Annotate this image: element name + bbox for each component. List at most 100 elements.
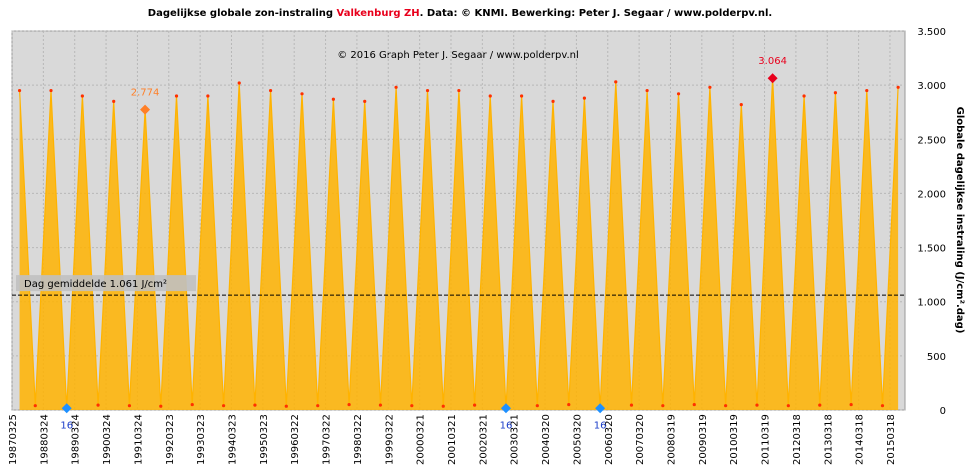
annotation-label: 3.064 [758,56,787,67]
annotation-marker [500,403,511,414]
x-tick-label: 19920323 [165,414,176,465]
y-tick-label: 500 [927,352,946,363]
data-point [629,403,634,407]
data-point [363,99,367,103]
x-tick-label: 20120318 [792,414,803,465]
y-tick-label: 2.000 [917,189,946,200]
data-point [221,404,226,408]
data-point [755,403,759,407]
x-tick-label: 19960322 [290,414,301,465]
x-tick-label: 20110319 [761,414,772,465]
data-point [300,92,304,96]
x-tick-label: 20150318 [886,414,897,465]
data-point [896,85,900,89]
data-point [80,94,84,98]
data-point [425,88,430,93]
x-tick-label: 20130318 [823,414,834,465]
data-point [708,85,712,89]
data-point [331,97,335,101]
x-tick-label: 20140318 [855,414,866,465]
data-point [692,402,696,407]
x-tick-label: 19870325 [8,414,19,465]
y-tick-label: 1.000 [917,298,946,309]
chart-title: Dagelijkse globale zon-instraling Valken… [148,8,772,19]
data-point [614,80,618,84]
area [19,78,899,410]
x-tick-label: 20030321 [510,414,521,465]
x-tick-label: 19900324 [102,414,113,465]
data-point [394,85,398,89]
annotation-label: 2.774 [131,88,160,99]
data-point [49,88,53,93]
data-point [849,402,853,407]
x-tick-label: 20040320 [541,414,552,465]
data-point [347,402,351,407]
data-point [535,404,539,408]
title-location: Valkenburg ZH [337,8,420,19]
x-tick-label: 20010321 [447,414,458,465]
x-tick-label: 20060320 [604,414,615,465]
data-point [865,88,869,93]
annotation-marker [767,73,778,84]
data-point [174,94,179,98]
data-point [551,99,555,103]
annotation-marker [61,403,72,414]
x-tick-label: 19990322 [384,414,395,465]
annotation-label: 16 [60,420,73,431]
data-point [739,103,743,107]
data-point [473,403,477,407]
average-label: Dag gemiddelde 1.061 J/cm² [24,279,167,290]
y-axis-label: Globale dagelijkse instraling (J/cm².dag… [954,107,965,334]
annotation-label: 16 [594,420,607,431]
data-point [96,403,100,407]
x-tick-label: 20070320 [635,414,646,465]
y-tick-label: 3.000 [917,81,946,92]
x-tick-label: 19970322 [322,414,333,465]
data-point [457,88,461,93]
x-tick-label: 19930323 [196,414,207,465]
annotation-label: 16 [500,420,513,431]
x-tick-label: 19910324 [133,414,144,465]
data-point [237,81,241,85]
data-point [676,92,681,96]
x-tick-label: 19890324 [71,414,82,465]
data-point [661,404,665,408]
data-point [410,404,414,408]
x-tick-label: 20020321 [478,414,489,465]
data-point [159,404,163,408]
watermark: © 2016 Graph Peter J. Segaar / www.polde… [337,50,579,61]
data-point [284,404,288,408]
data-point [724,404,728,408]
data-point [206,94,210,98]
title-part: . Data: © KNMI. Bewerking: Peter J. Sega… [420,8,773,19]
data-point [488,94,492,98]
average-label-box [16,275,196,292]
data-point [190,402,194,407]
data-point [880,404,885,408]
data-point [441,404,445,408]
data-point [378,403,383,407]
data-point [127,404,132,408]
x-tick-label: 20100319 [729,414,740,465]
data-point [112,99,116,103]
data-point [582,96,586,100]
x-tick-label: 20090319 [698,414,709,465]
data-point [802,94,806,98]
x-tick-label: 19950323 [259,414,270,465]
y-tick-label: 0 [940,406,946,417]
data-point [818,403,822,407]
annotation-marker [140,104,151,115]
data-point [268,88,273,93]
annotation-marker [595,403,606,414]
y-tick-label: 1.500 [917,244,946,255]
data-point [786,404,790,408]
data-point [33,404,37,408]
y-tick-label: 2.500 [917,135,946,146]
x-tick-label: 19940323 [227,414,238,465]
data-point [833,91,838,95]
x-tick-label: 20000321 [416,414,427,465]
data-point [645,88,649,93]
data-point [567,402,571,407]
data-point [253,403,257,407]
